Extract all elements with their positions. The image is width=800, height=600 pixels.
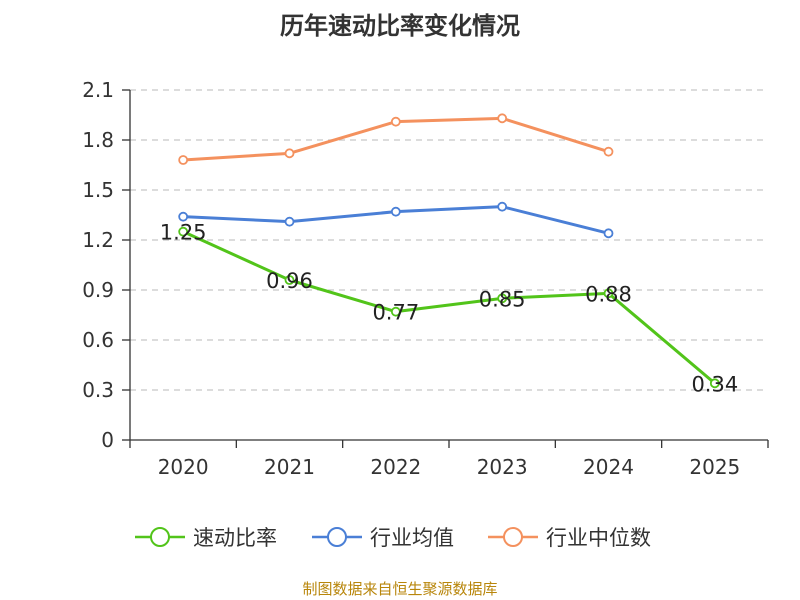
y-tick-label: 0.9 — [82, 278, 114, 302]
data-point — [390, 306, 401, 317]
x-tick-label: 2020 — [158, 455, 209, 479]
data-point — [497, 201, 508, 212]
y-tick-label: 1.8 — [82, 128, 114, 152]
data-point — [603, 228, 614, 239]
data-point — [178, 226, 189, 237]
y-tick-label: 0.6 — [82, 328, 114, 352]
data-point — [390, 116, 401, 127]
data-point — [178, 211, 189, 222]
legend-label: 行业均值 — [370, 526, 454, 550]
y-tick-label: 0.3 — [82, 378, 114, 402]
data-point — [284, 275, 295, 285]
series-line-0 — [182, 230, 716, 385]
data-point — [603, 146, 614, 157]
x-tick-label: 2022 — [370, 455, 421, 479]
data-label: 0.34 — [691, 372, 738, 396]
x-tick-label: 2023 — [477, 455, 528, 479]
legend-marker — [150, 527, 170, 547]
data-label: 0.88 — [585, 282, 632, 306]
data-point — [497, 293, 508, 304]
data-label: 0.85 — [479, 287, 526, 311]
data-point — [284, 216, 295, 227]
legend-label: 行业中位数 — [546, 526, 651, 550]
chart-title: 历年速动比率变化情况 — [280, 12, 520, 40]
data-point — [497, 113, 508, 124]
source-note: 制图数据来自恒生聚源数据库 — [302, 580, 498, 598]
x-tick-label: 2021 — [264, 455, 315, 479]
y-tick-label: 1.2 — [82, 228, 114, 252]
data-label: 1.25 — [160, 221, 207, 245]
legend-label: 速动比率 — [193, 526, 277, 550]
grid-lines — [130, 89, 768, 391]
data-point — [284, 148, 295, 159]
x-tick-label: 2025 — [689, 455, 740, 479]
y-tick-label: 1.5 — [82, 178, 114, 202]
data-point — [390, 206, 401, 217]
y-tick-label: 0 — [101, 428, 114, 452]
legend-marker — [327, 527, 347, 547]
legend: 速动比率 行业均值 行业中位数 — [135, 526, 651, 550]
data-point — [603, 288, 614, 299]
data-point — [178, 155, 189, 165]
data-label: 0.77 — [372, 301, 419, 325]
series-group: 1.25 0.96 0.77 0.85 0.88 0.34 — [160, 113, 738, 396]
legend-marker — [503, 527, 523, 547]
axes: 0 0.3 0.6 0.9 1.2 1.5 1.8 2.1 2020 2021 2022 2023 20… — [82, 78, 769, 479]
data-label: 0.96 — [266, 269, 313, 293]
data-point — [709, 378, 720, 389]
y-tick-label: 2.1 — [82, 78, 114, 102]
x-tick-label: 2024 — [583, 455, 634, 479]
